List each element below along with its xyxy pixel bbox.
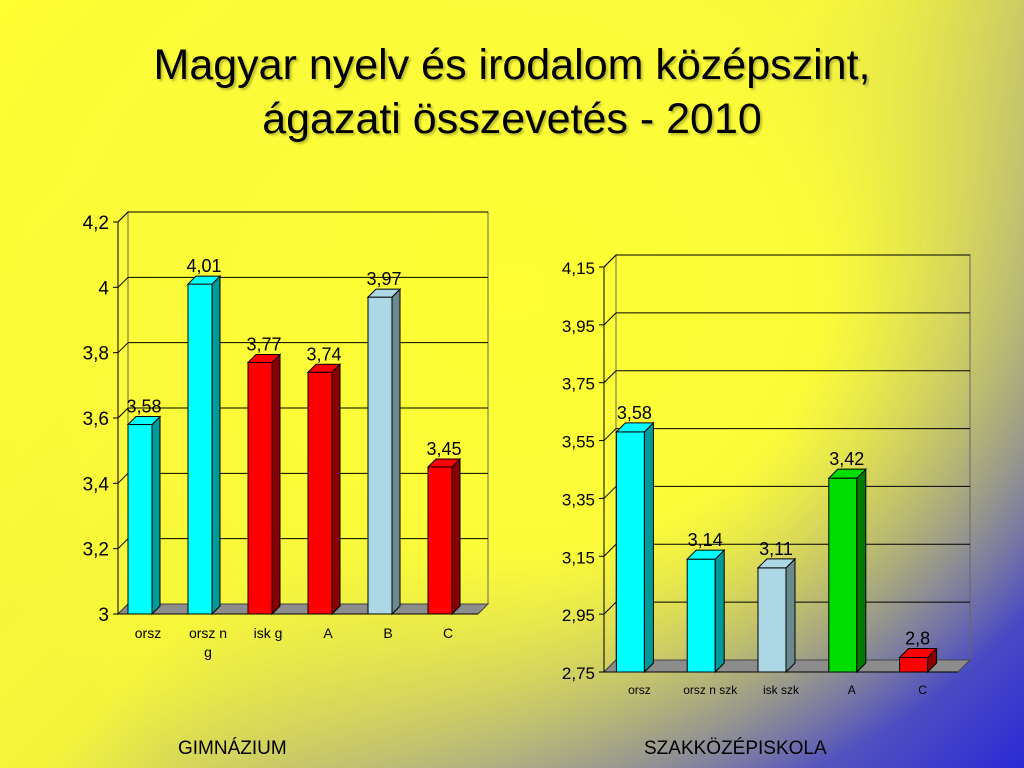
- gridline-diag: [117, 342, 129, 354]
- x-tick-label: orsz n: [189, 625, 227, 641]
- bar: [615, 421, 655, 674]
- bar-top: [366, 288, 402, 298]
- x-tick-label: orsz: [135, 625, 161, 641]
- gridline-diag: [603, 486, 617, 499]
- bar: [186, 274, 222, 616]
- bar: [306, 363, 342, 616]
- bar-top: [685, 549, 726, 560]
- gridline-diag: [603, 601, 617, 615]
- y-tick-label: 3,8: [83, 344, 109, 365]
- data-label: 3,45: [426, 439, 461, 459]
- y-tick-label: 3,35: [562, 490, 595, 509]
- bar-front: [615, 431, 645, 673]
- y-tick-label: 3,75: [562, 375, 595, 394]
- bar-side: [643, 421, 654, 674]
- gridline-diag: [603, 254, 617, 268]
- bar-top: [186, 275, 222, 285]
- bar-front: [899, 657, 929, 673]
- bar-side: [856, 467, 867, 674]
- bar-top: [306, 363, 342, 373]
- x-tick-label: A: [848, 683, 856, 697]
- bar-side: [714, 548, 725, 674]
- group-label-szakkozepiskola: SZAKKÖZÉPISKOLA: [644, 738, 827, 759]
- data-label: 3,14: [688, 530, 723, 550]
- bar-top: [898, 648, 938, 659]
- bar-front: [367, 296, 393, 615]
- y-tick-label: 3: [98, 605, 109, 626]
- bar-front: [127, 424, 153, 615]
- y-tick-label: 4,2: [83, 213, 109, 234]
- gridline-diag: [117, 538, 129, 550]
- y-tick-label: 3,95: [562, 317, 595, 336]
- data-label: 2,8: [905, 629, 930, 649]
- y-tick-label: 3,55: [562, 433, 595, 452]
- x-tick-label: B: [383, 625, 392, 641]
- bar-top: [615, 422, 655, 433]
- title-line-1: Magyar nyelv és irodalom középszint,: [153, 41, 871, 89]
- x-tick-label: A: [323, 625, 333, 641]
- y-tick-label: 2,75: [562, 664, 595, 683]
- x-tick-label: g: [204, 644, 212, 660]
- x-tick-label: orsz n szk: [683, 683, 738, 697]
- bar-top: [246, 353, 282, 363]
- bar: [756, 557, 797, 674]
- y-tick-label: 4: [98, 278, 109, 299]
- bar-front: [307, 371, 333, 615]
- bar-top: [126, 416, 162, 426]
- bar: [246, 353, 282, 616]
- y-tick-label: 3,6: [83, 409, 109, 430]
- x-tick-label: isk szk: [763, 683, 800, 697]
- gridline-diag: [603, 428, 617, 441]
- bar-top: [827, 468, 868, 479]
- y-tick-label: 2,95: [562, 606, 595, 625]
- bar-front: [828, 477, 858, 673]
- data-label: 3,77: [246, 334, 281, 354]
- bar: [685, 548, 726, 674]
- gridline-diag: [117, 407, 129, 419]
- x-tick-label: isk g: [254, 625, 283, 641]
- y-tick-label: 3,15: [562, 548, 595, 567]
- data-label: 3,58: [126, 397, 161, 417]
- gridline-diag: [603, 312, 617, 326]
- data-label: 3,42: [829, 449, 864, 469]
- group-label-gimnazium: GIMNÁZIUM: [178, 738, 287, 759]
- bar: [898, 647, 938, 674]
- data-label: 3,11: [759, 539, 793, 559]
- bar-top: [756, 558, 797, 569]
- gridline-diag: [117, 472, 129, 484]
- bar: [426, 457, 462, 616]
- bar-front: [686, 558, 716, 673]
- y-tick-label: 4,15: [562, 259, 595, 278]
- slide-title: Magyar nyelv és irodalom középszint, ága…: [0, 38, 1024, 146]
- bar-side: [785, 557, 796, 674]
- data-label: 3,58: [617, 403, 652, 423]
- title-line-2: ágazati összevetés - 2010: [262, 95, 762, 143]
- data-label: 3,97: [366, 269, 401, 289]
- bar-front: [757, 567, 787, 673]
- bar-front: [187, 283, 213, 615]
- x-tick-label: C: [918, 683, 927, 697]
- y-tick-label: 3,2: [83, 540, 109, 561]
- bar-top: [426, 458, 462, 468]
- gridline-diag: [603, 370, 617, 384]
- y-tick-label: 3,4: [83, 474, 110, 495]
- gridline-diag: [603, 543, 617, 557]
- gridline-diag: [117, 276, 129, 288]
- gridline-diag: [117, 211, 129, 223]
- data-label: 4,01: [186, 256, 221, 276]
- x-tick-label: orsz: [628, 683, 651, 697]
- bar: [827, 467, 868, 674]
- side-wall: [603, 253, 617, 674]
- bar: [126, 415, 162, 616]
- x-tick-label: C: [443, 625, 453, 641]
- data-label: 3,74: [306, 344, 341, 364]
- bar: [366, 287, 402, 616]
